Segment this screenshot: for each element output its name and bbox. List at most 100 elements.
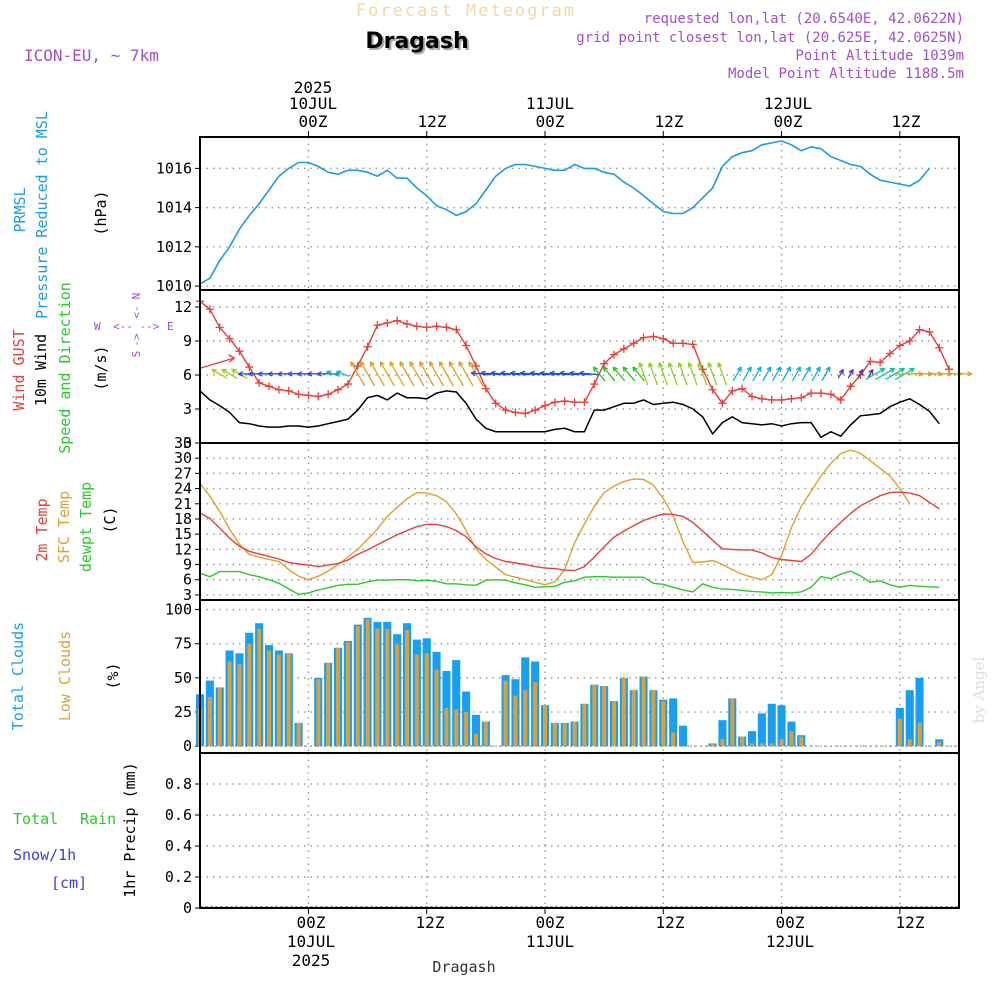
low-cloud-bar xyxy=(602,686,607,747)
clouds-unit-label: (%) xyxy=(104,662,122,689)
ytick-label: 24 xyxy=(174,480,192,498)
wind-arrow xyxy=(752,366,762,382)
low-cloud-bar xyxy=(483,721,488,747)
wind-arrow xyxy=(791,366,802,382)
low-cloud-bar xyxy=(247,643,252,747)
low-cloud-bar xyxy=(257,628,262,747)
low-cloud-bar xyxy=(799,736,804,747)
ytick-label: 0 xyxy=(183,899,192,917)
low-cloud-bar xyxy=(267,650,271,747)
ytick-label: 3 xyxy=(183,586,192,604)
gust-marker xyxy=(265,382,273,391)
gust-marker xyxy=(836,395,845,404)
pressure-label-prmsl: PRMSL xyxy=(11,187,29,232)
low-cloud-bar xyxy=(207,697,212,747)
low-cloud-bar xyxy=(523,690,528,747)
compass-rose: N <- -> S W <-- --> E xyxy=(94,293,174,358)
total-cloud-bar xyxy=(777,705,786,747)
model-label: ICON-EU, ~ 7km xyxy=(24,46,159,65)
ytick-label: 1012 xyxy=(156,238,192,256)
panel-frame xyxy=(199,752,960,909)
ytick-label: 1016 xyxy=(156,159,192,177)
top-axis-year: 2025 xyxy=(294,78,333,97)
wind-arrow xyxy=(821,366,831,382)
gust-marker xyxy=(422,323,431,332)
ytick-label: 100 xyxy=(165,601,192,619)
total-cloud-bar xyxy=(679,725,688,747)
gust-marker xyxy=(866,357,875,366)
compass-w: W xyxy=(94,320,101,333)
low-cloud-bar xyxy=(897,718,902,747)
low-cloud-bar xyxy=(621,677,626,747)
ytick-label: 1014 xyxy=(156,199,192,217)
wind-arrow xyxy=(569,370,590,377)
compass-n: N xyxy=(130,293,143,300)
total-cloud-bar xyxy=(472,714,481,747)
ytick-label: 9 xyxy=(183,332,192,350)
bottom-axis-day-12: 12JUL xyxy=(766,932,814,951)
wind-arrow xyxy=(875,367,896,380)
low-cloud-bar xyxy=(730,698,735,747)
wind-arrow xyxy=(648,362,659,386)
wind-arrow xyxy=(717,362,728,386)
wind-arrow xyxy=(687,362,698,386)
gust-marker xyxy=(718,399,727,408)
temp-unit-label: (C) xyxy=(101,506,119,533)
gust-marker xyxy=(600,359,609,368)
panel-frame xyxy=(199,442,960,601)
forecast-label: Forecast Meteogram xyxy=(356,1,576,21)
low-cloud-bar xyxy=(227,661,232,747)
total-cloud-bar xyxy=(718,720,727,747)
gust-marker xyxy=(225,334,234,343)
low-cloud-bar xyxy=(907,739,912,747)
gust-marker xyxy=(284,386,293,395)
wind-arrow xyxy=(885,367,906,380)
wind-arrow xyxy=(350,361,366,387)
bottom-station-label: Dragash xyxy=(432,958,495,976)
low-cloud-bar xyxy=(661,701,666,747)
ytick-label: 6 xyxy=(183,366,192,384)
gust-marker xyxy=(738,384,747,393)
gust-marker xyxy=(688,340,697,349)
bottom-axis-day-10: 10JUL xyxy=(287,932,335,951)
low-cloud-bar xyxy=(316,679,321,747)
gust-marker xyxy=(452,325,461,334)
wind-arrow xyxy=(677,362,688,386)
gust-label: Wind GUST xyxy=(10,329,28,410)
compass-s-arrow: -> xyxy=(130,333,143,347)
gust-marker xyxy=(669,339,678,348)
wind-arrow xyxy=(867,368,874,379)
ytick-label: 12 xyxy=(174,298,192,316)
gust-marker xyxy=(550,398,559,407)
gust-marker xyxy=(915,325,924,334)
gust-marker xyxy=(324,390,333,399)
top-axis-hour-0: 00Z xyxy=(299,112,328,131)
pressure-line xyxy=(199,140,931,285)
top-axis-hour-24: 00Z xyxy=(536,112,565,131)
gust-marker xyxy=(826,390,835,399)
total-cloud-bar xyxy=(757,713,766,747)
low-cloud-bar xyxy=(365,619,370,747)
gust-marker xyxy=(708,385,717,394)
low-cloud-bar xyxy=(533,682,538,747)
low-cloud-bar xyxy=(631,690,636,747)
gust-marker xyxy=(541,401,549,410)
gust-marker xyxy=(649,332,658,341)
gust-marker xyxy=(925,327,934,336)
gust-marker xyxy=(748,392,756,401)
bottom-axis-hour-36: 12Z xyxy=(656,913,685,932)
low-cloud-bar xyxy=(395,643,400,747)
wind-arrow xyxy=(500,370,521,377)
panel-precip: 0 0.2 0.4 0.6 0.8 xyxy=(165,753,959,917)
panel-wind: 0 3 6 9 12 xyxy=(174,290,959,452)
wind-arrow xyxy=(638,362,649,386)
gust-marker xyxy=(846,382,855,391)
low-cloud-bar xyxy=(444,707,449,747)
low-cloud-bar xyxy=(375,628,380,747)
total-cloud-bar xyxy=(905,690,914,747)
gust-marker xyxy=(235,347,244,356)
gust-marker xyxy=(205,305,214,314)
low-cloud-bar xyxy=(543,705,547,747)
low-cloud-bar xyxy=(779,739,784,747)
